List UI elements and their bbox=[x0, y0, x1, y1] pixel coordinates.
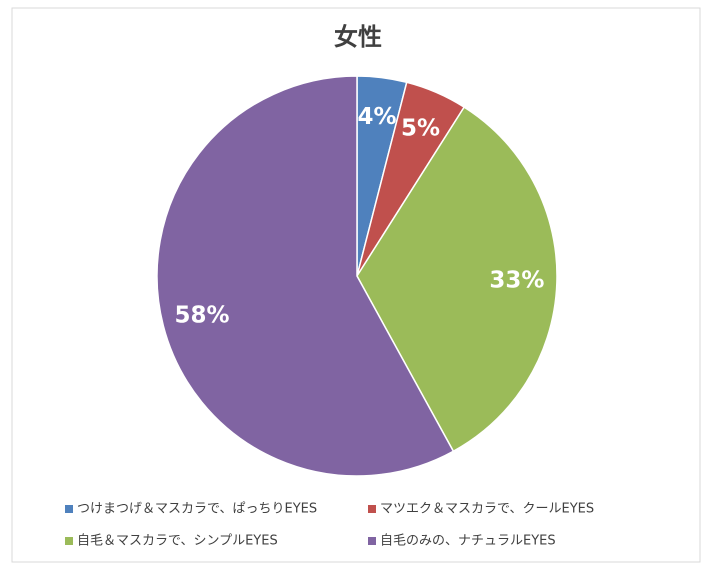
legend-swatch bbox=[368, 505, 376, 513]
chart-title: 女性 bbox=[334, 23, 382, 51]
legend-swatch bbox=[368, 537, 376, 545]
legend-label: 自毛＆マスカラで、シンプルEYES bbox=[77, 534, 278, 549]
legend-swatch bbox=[65, 537, 73, 545]
slice-label: 58% bbox=[174, 302, 229, 328]
legend-swatch bbox=[65, 505, 73, 513]
legend-label: マツエク＆マスカラで、クールEYES bbox=[380, 502, 594, 517]
slice-label: 4% bbox=[358, 104, 397, 130]
legend-label: つけまつげ＆マスカラで、ぱっちりEYES bbox=[77, 502, 317, 517]
slice-label: 33% bbox=[489, 268, 544, 294]
pie-slice bbox=[356, 106, 558, 453]
pie-slice bbox=[156, 75, 455, 477]
slice-label: 5% bbox=[401, 116, 440, 142]
legend-label: 自毛のみの、ナチュラルEYES bbox=[380, 534, 556, 549]
